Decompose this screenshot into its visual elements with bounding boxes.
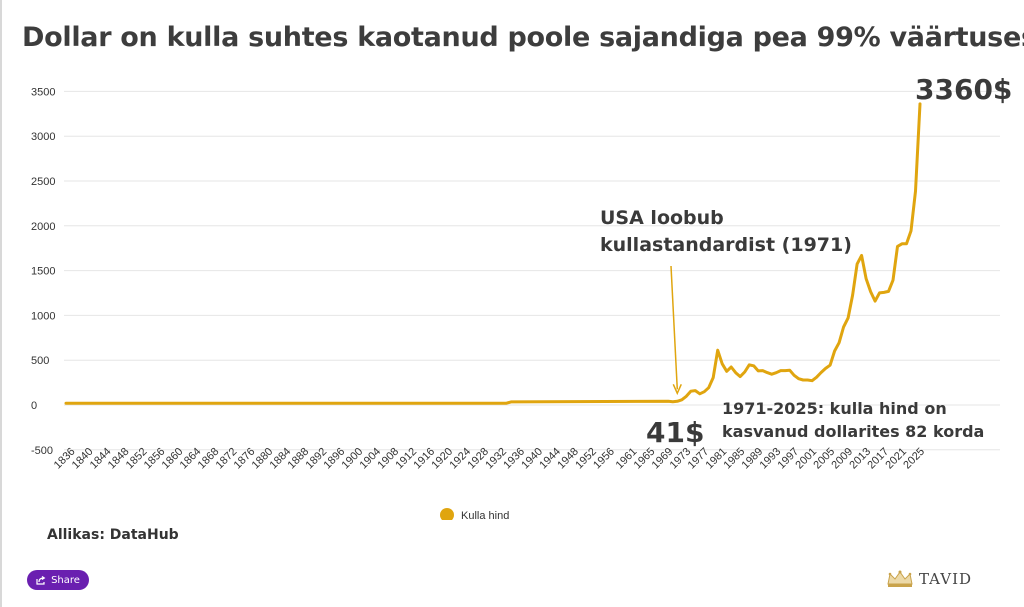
y-tick-label: 2500 (31, 176, 55, 188)
chart-title: Dollar on kulla suhtes kaotanud poole sa… (22, 22, 1024, 53)
crown-icon (887, 570, 913, 587)
annotation-41-label: 41$ (646, 416, 704, 449)
annotation-gold-standard-line2: kullastandardist (1971) (600, 234, 852, 256)
brand-name: TAVID (919, 570, 973, 588)
legend-marker (440, 508, 454, 520)
y-tick-label: 1000 (31, 310, 55, 322)
line-chart: -500050010001500200025003000350018361840… (31, 73, 1012, 520)
annotation-3360-label: 3360$ (915, 73, 1012, 106)
y-tick-label: -500 (31, 445, 53, 457)
annotation-growth-line1: 1971-2025: kulla hind on (722, 399, 947, 418)
y-tick-label: 0 (31, 400, 37, 412)
annotation-arrowhead (672, 384, 682, 396)
left-border (0, 0, 2, 607)
y-tick-label: 2000 (31, 221, 55, 233)
y-tick-label: 500 (31, 355, 49, 367)
y-tick-label: 3000 (31, 131, 55, 143)
annotation-gold-standard-line1: USA loobub (600, 207, 724, 229)
share-icon (36, 575, 46, 585)
series-line-kulla-hind (64, 102, 922, 405)
y-tick-label: 1500 (31, 266, 55, 278)
share-label: Share (51, 574, 80, 586)
brand-logo: TAVID (885, 569, 972, 589)
source-label: Allikas: DataHub (47, 527, 179, 543)
share-button[interactable]: Share (27, 570, 89, 590)
annotation-arrow (670, 265, 679, 390)
annotation-growth-line2: kasvanud dollarites 82 korda (722, 422, 984, 441)
y-tick-label: 3500 (31, 86, 55, 98)
legend-label: Kulla hind (461, 510, 509, 520)
